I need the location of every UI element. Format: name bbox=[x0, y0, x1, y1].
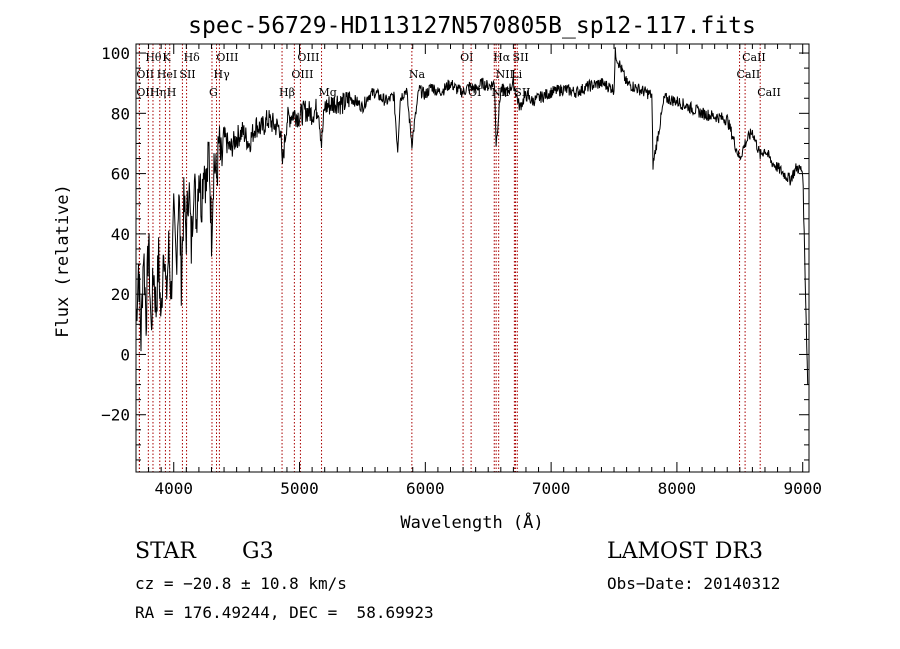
x-tick-label-6000: 6000 bbox=[406, 479, 445, 498]
x-tick-label-8000: 8000 bbox=[658, 479, 697, 498]
line-marker-label-27: CaII bbox=[757, 86, 781, 99]
line-marker-label-7: SII bbox=[179, 68, 195, 81]
x-axis-label: Wavelength (Å) bbox=[400, 511, 543, 533]
y-axis-label: Flux (relative) bbox=[53, 184, 73, 338]
line-marker-label-9: OIII bbox=[216, 51, 238, 64]
object-class-label: STAR bbox=[135, 539, 196, 564]
line-marker-label-0: Hθ bbox=[145, 51, 162, 64]
line-marker-label-13: OIII bbox=[291, 68, 313, 81]
line-marker-label-11: G bbox=[209, 86, 218, 99]
y-tick-label-40: 40 bbox=[111, 225, 130, 244]
x-tick-label-9000: 9000 bbox=[783, 479, 822, 498]
line-marker-label-12: OIII bbox=[297, 51, 319, 64]
subclass-label: G3 bbox=[242, 539, 274, 564]
plot-frame bbox=[135, 43, 810, 473]
coordinates-label: RA = 176.49244, DEC = 58.69923 bbox=[135, 603, 434, 622]
survey-label: LAMOST DR3 bbox=[607, 539, 763, 564]
y-tick-label-20: 20 bbox=[111, 285, 130, 304]
chart-title: spec-56729-HD113127N570805B_sp12-117.fit… bbox=[188, 13, 756, 39]
line-marker-label-5: Hη bbox=[150, 86, 166, 99]
line-marker-label-2: OII bbox=[136, 86, 154, 99]
line-marker-label-26: CaII bbox=[737, 68, 761, 81]
y-tick-label-0: 0 bbox=[120, 345, 130, 364]
x-tick-label-4000: 4000 bbox=[154, 479, 193, 498]
line-marker-label-1: OII bbox=[136, 68, 154, 81]
line-marker-label-19: Hα bbox=[493, 51, 511, 64]
line-marker-label-6: Hδ bbox=[184, 51, 201, 64]
spectrum-line-0 bbox=[135, 47, 809, 385]
line-marker-label-8: H bbox=[167, 86, 177, 99]
line-marker-label-22: Li bbox=[511, 68, 522, 81]
line-marker-label-4: HeI bbox=[157, 68, 177, 81]
y-tick-label-80: 80 bbox=[111, 104, 130, 123]
line-marker-label-25: CaII bbox=[742, 51, 766, 64]
y-tick-label--20: −20 bbox=[101, 406, 130, 425]
spectrum-series-group bbox=[135, 47, 809, 385]
line-marker-label-17: OI bbox=[460, 51, 473, 64]
line-marker-label-14: Hβ bbox=[279, 86, 295, 99]
line-marker-label-16: Na bbox=[409, 68, 426, 81]
x-tick-label-7000: 7000 bbox=[532, 479, 571, 498]
obs-date-label: Obs−Date: 20140312 bbox=[607, 574, 781, 593]
x-tick-label-5000: 5000 bbox=[280, 479, 319, 498]
y-tick-label-100: 100 bbox=[101, 44, 130, 63]
redshift-label: cz = −20.8 ± 10.8 km/s bbox=[135, 574, 347, 593]
line-marker-label-3: K bbox=[162, 51, 171, 64]
line-marker-label-15: Mg bbox=[319, 86, 337, 99]
axes-group: 4000 5000 6000 7000 8000 9000 −20 0 20 40 60 80 100 bbox=[101, 43, 822, 498]
y-tick-label-60: 60 bbox=[111, 165, 130, 184]
line-marker-label-21: NII bbox=[496, 68, 514, 81]
line-marker-label-20: SII bbox=[513, 51, 529, 64]
line-marker-label-10: Hγ bbox=[214, 68, 231, 81]
